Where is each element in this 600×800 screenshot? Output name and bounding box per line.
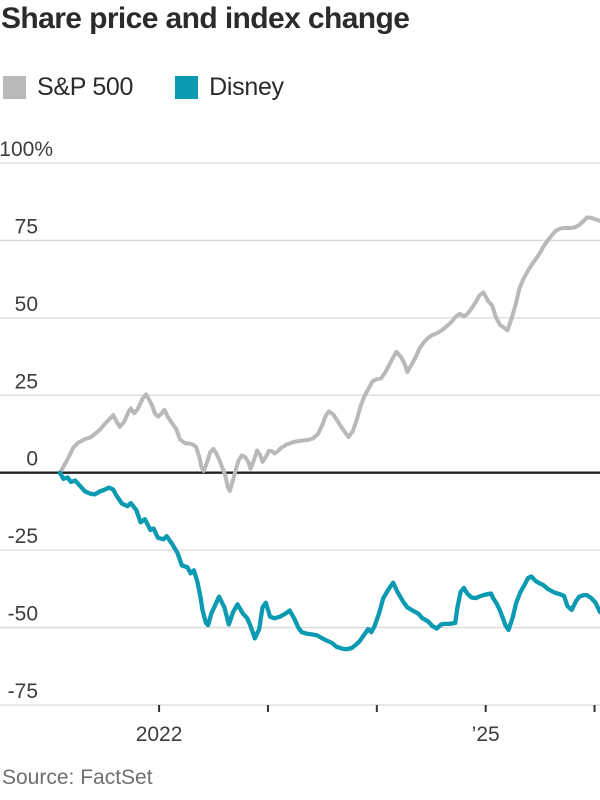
y-axis-label: 0: [26, 448, 38, 471]
source-credit: Source: FactSet: [2, 766, 153, 789]
y-axis-label: -25: [8, 525, 38, 548]
y-axis-label: -50: [8, 603, 38, 626]
legend: S&P 500 Disney: [3, 73, 326, 102]
y-axis-label: 75: [15, 215, 38, 238]
y-axis-label: 50: [15, 293, 38, 316]
x-axis-label: 2022: [136, 723, 183, 746]
x-axis-label: ’25: [472, 723, 500, 746]
disney-swatch-icon: [175, 76, 199, 99]
legend-label-disney: Disney: [209, 73, 284, 101]
y-axis-label: 100%: [0, 138, 53, 161]
sp500-swatch-icon: [3, 76, 26, 99]
chart-title: Share price and index change: [1, 2, 410, 35]
y-axis-label: 25: [15, 370, 38, 393]
legend-label-sp500: S&P 500: [37, 73, 134, 101]
y-axis-label: -75: [8, 680, 38, 703]
series-disney: [57, 470, 600, 652]
legend-item-disney: Disney: [175, 73, 284, 102]
legend-item-sp500: S&P 500: [3, 73, 133, 102]
series-s-p-500: [58, 215, 600, 493]
